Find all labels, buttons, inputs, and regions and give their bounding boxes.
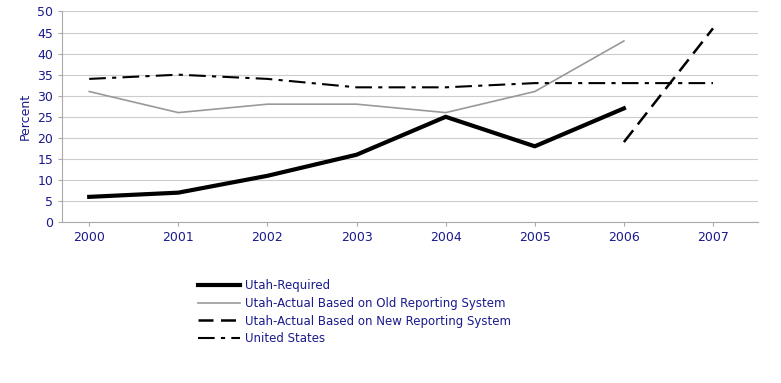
Legend: Utah-Required, Utah-Actual Based on Old Reporting System, Utah-Actual Based on N: Utah-Required, Utah-Actual Based on Old … bbox=[194, 274, 516, 350]
Y-axis label: Percent: Percent bbox=[19, 93, 32, 141]
